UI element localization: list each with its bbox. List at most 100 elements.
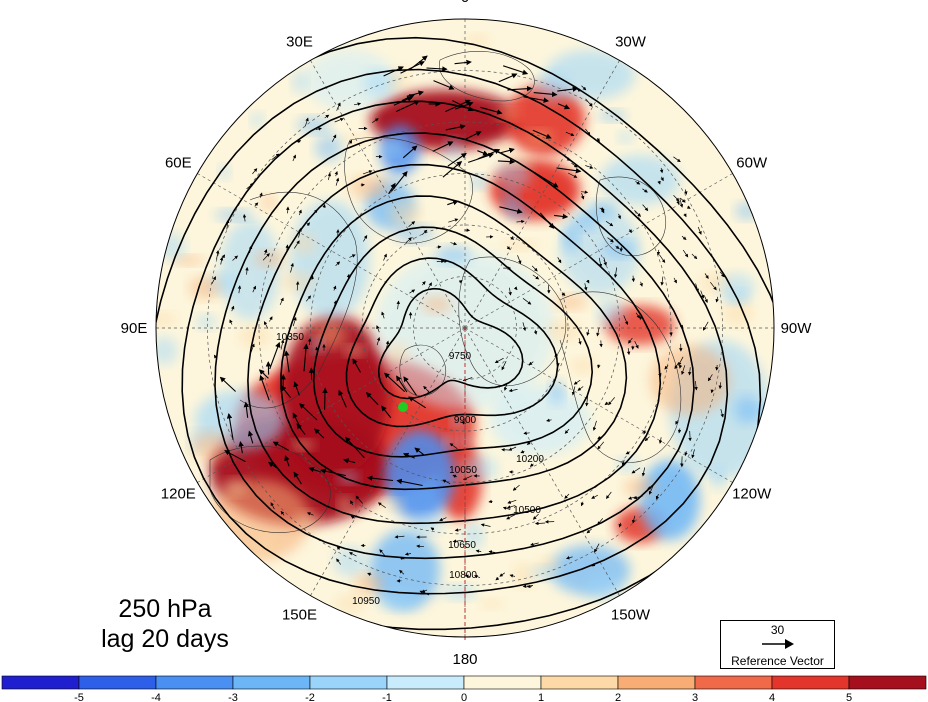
wave-vector-arrow xyxy=(607,237,614,243)
wave-vector-arrow xyxy=(657,180,661,185)
wave-vector-arrow xyxy=(350,500,354,505)
wave-vector-arrow xyxy=(526,441,531,445)
wave-vector-arrow xyxy=(426,66,448,72)
wave-vector-arrow xyxy=(346,273,351,279)
wave-vector-arrow xyxy=(598,257,603,268)
wave-vector-arrow xyxy=(561,292,566,296)
wave-vector-arrow xyxy=(684,189,688,195)
wave-vector-arrow xyxy=(295,281,300,291)
wave-vector-arrow xyxy=(501,361,507,371)
wave-vector-arrow xyxy=(408,221,416,227)
wave-vector-arrow xyxy=(691,449,695,459)
wave-vector-arrow xyxy=(532,274,540,280)
colorbar-tick-label: -3 xyxy=(228,692,238,702)
wave-vector-arrow xyxy=(465,574,471,578)
wave-vector-arrow xyxy=(416,544,425,549)
wave-vector-arrow xyxy=(247,430,254,444)
wave-vector-arrow xyxy=(639,281,643,287)
wave-vector-arrow xyxy=(704,273,709,279)
wave-vector-arrow xyxy=(585,128,591,136)
wave-vector-arrow xyxy=(554,353,559,358)
wave-vector-arrow xyxy=(349,254,356,258)
colorbar-swatch xyxy=(232,675,311,690)
wave-vector-arrow xyxy=(509,574,515,578)
wave-vector-arrow xyxy=(719,271,725,278)
wave-vector-arrow xyxy=(433,80,455,90)
wave-vector-arrow xyxy=(343,458,356,464)
wave-vector-arrow xyxy=(259,192,263,198)
wave-vector-arrow xyxy=(522,298,532,305)
coastline-segment xyxy=(209,445,331,533)
wave-vector-arrow xyxy=(571,162,578,168)
wave-vector-arrow xyxy=(488,550,496,554)
wave-vector-arrow xyxy=(363,234,368,242)
wave-vector-arrow xyxy=(573,379,581,385)
wave-vector-arrow xyxy=(597,441,605,450)
wave-vector-arrow xyxy=(229,319,233,325)
lag-title: lag 20 days xyxy=(101,625,229,653)
wave-vector-arrow xyxy=(682,249,689,258)
wave-vector-arrow xyxy=(669,331,673,336)
wave-vector-arrow xyxy=(553,213,569,220)
wave-vector-arrow xyxy=(539,212,555,229)
wave-vector-arrow xyxy=(388,182,396,195)
wave-vector-arrow xyxy=(450,241,458,246)
wave-vector-arrow xyxy=(585,396,589,407)
wave-vector-arrow xyxy=(307,338,312,346)
wave-vector-arrow xyxy=(576,88,582,92)
wave-vector-arrow xyxy=(583,283,588,291)
wave-vector-arrow xyxy=(232,255,239,261)
wave-vector-arrow xyxy=(315,127,322,131)
wave-vector-arrow xyxy=(608,397,615,406)
wave-vector-arrow xyxy=(580,501,585,507)
wave-vector-arrow xyxy=(642,204,649,212)
wave-vector-arrow xyxy=(348,552,357,557)
wave-vector-arrow xyxy=(533,91,558,98)
wave-vector-arrow xyxy=(618,522,622,528)
wave-vector-arrow xyxy=(338,389,347,408)
wave-vector-arrow xyxy=(565,131,575,137)
wave-vector-arrow xyxy=(414,447,425,456)
wave-vector-arrow xyxy=(679,198,684,208)
wave-vector-arrow xyxy=(586,279,590,284)
wave-vector-arrow xyxy=(656,249,661,256)
wave-vector-arrow xyxy=(523,431,530,435)
wave-vector-arrow xyxy=(495,576,500,581)
wave-vector-arrow xyxy=(355,495,363,504)
wave-vector-arrow xyxy=(688,430,692,442)
coastline-segment xyxy=(458,256,567,387)
wave-vector-arrow xyxy=(293,471,302,485)
wave-vector-arrow xyxy=(366,475,394,482)
wave-vector-arrow xyxy=(336,102,341,111)
colorbar-tick-label: -4 xyxy=(151,692,161,702)
wave-vector-arrow xyxy=(634,340,639,349)
wave-vector-arrow xyxy=(673,195,680,202)
longitude-label: 30W xyxy=(615,33,647,50)
wave-vector-arrow xyxy=(508,287,512,296)
wave-vector-arrow xyxy=(474,575,481,579)
wave-vector-arrow xyxy=(350,515,356,520)
wave-vector-arrow xyxy=(406,90,424,97)
wave-vector-arrow xyxy=(409,55,428,71)
longitude-label: 0 xyxy=(461,0,469,6)
wave-vector-arrow xyxy=(231,305,235,312)
wave-vector-arrow xyxy=(599,340,603,348)
wave-vector-arrow xyxy=(506,514,516,520)
wave-vector-arrow xyxy=(564,493,570,499)
wave-vector-arrow xyxy=(480,523,491,527)
wave-vector-arrow xyxy=(242,214,247,222)
contour-label-10350: 10350 xyxy=(276,332,304,343)
wave-vector-arrow xyxy=(423,385,431,394)
coastline-segment xyxy=(344,137,473,244)
wave-vector-arrow xyxy=(263,249,268,255)
wave-vector-arrow xyxy=(597,435,602,440)
wave-vector-arrow xyxy=(591,561,599,567)
wave-vector-arrow xyxy=(581,85,587,91)
wave-vector-arrow xyxy=(677,428,682,434)
wave-vector-arrow xyxy=(647,486,653,490)
contour-label-10500: 10500 xyxy=(513,505,541,516)
wave-vector-arrow xyxy=(367,572,372,577)
wave-vector-arrow xyxy=(421,281,426,286)
contour-label-text: 10500 xyxy=(513,505,541,516)
wave-vector-arrow xyxy=(259,374,270,401)
